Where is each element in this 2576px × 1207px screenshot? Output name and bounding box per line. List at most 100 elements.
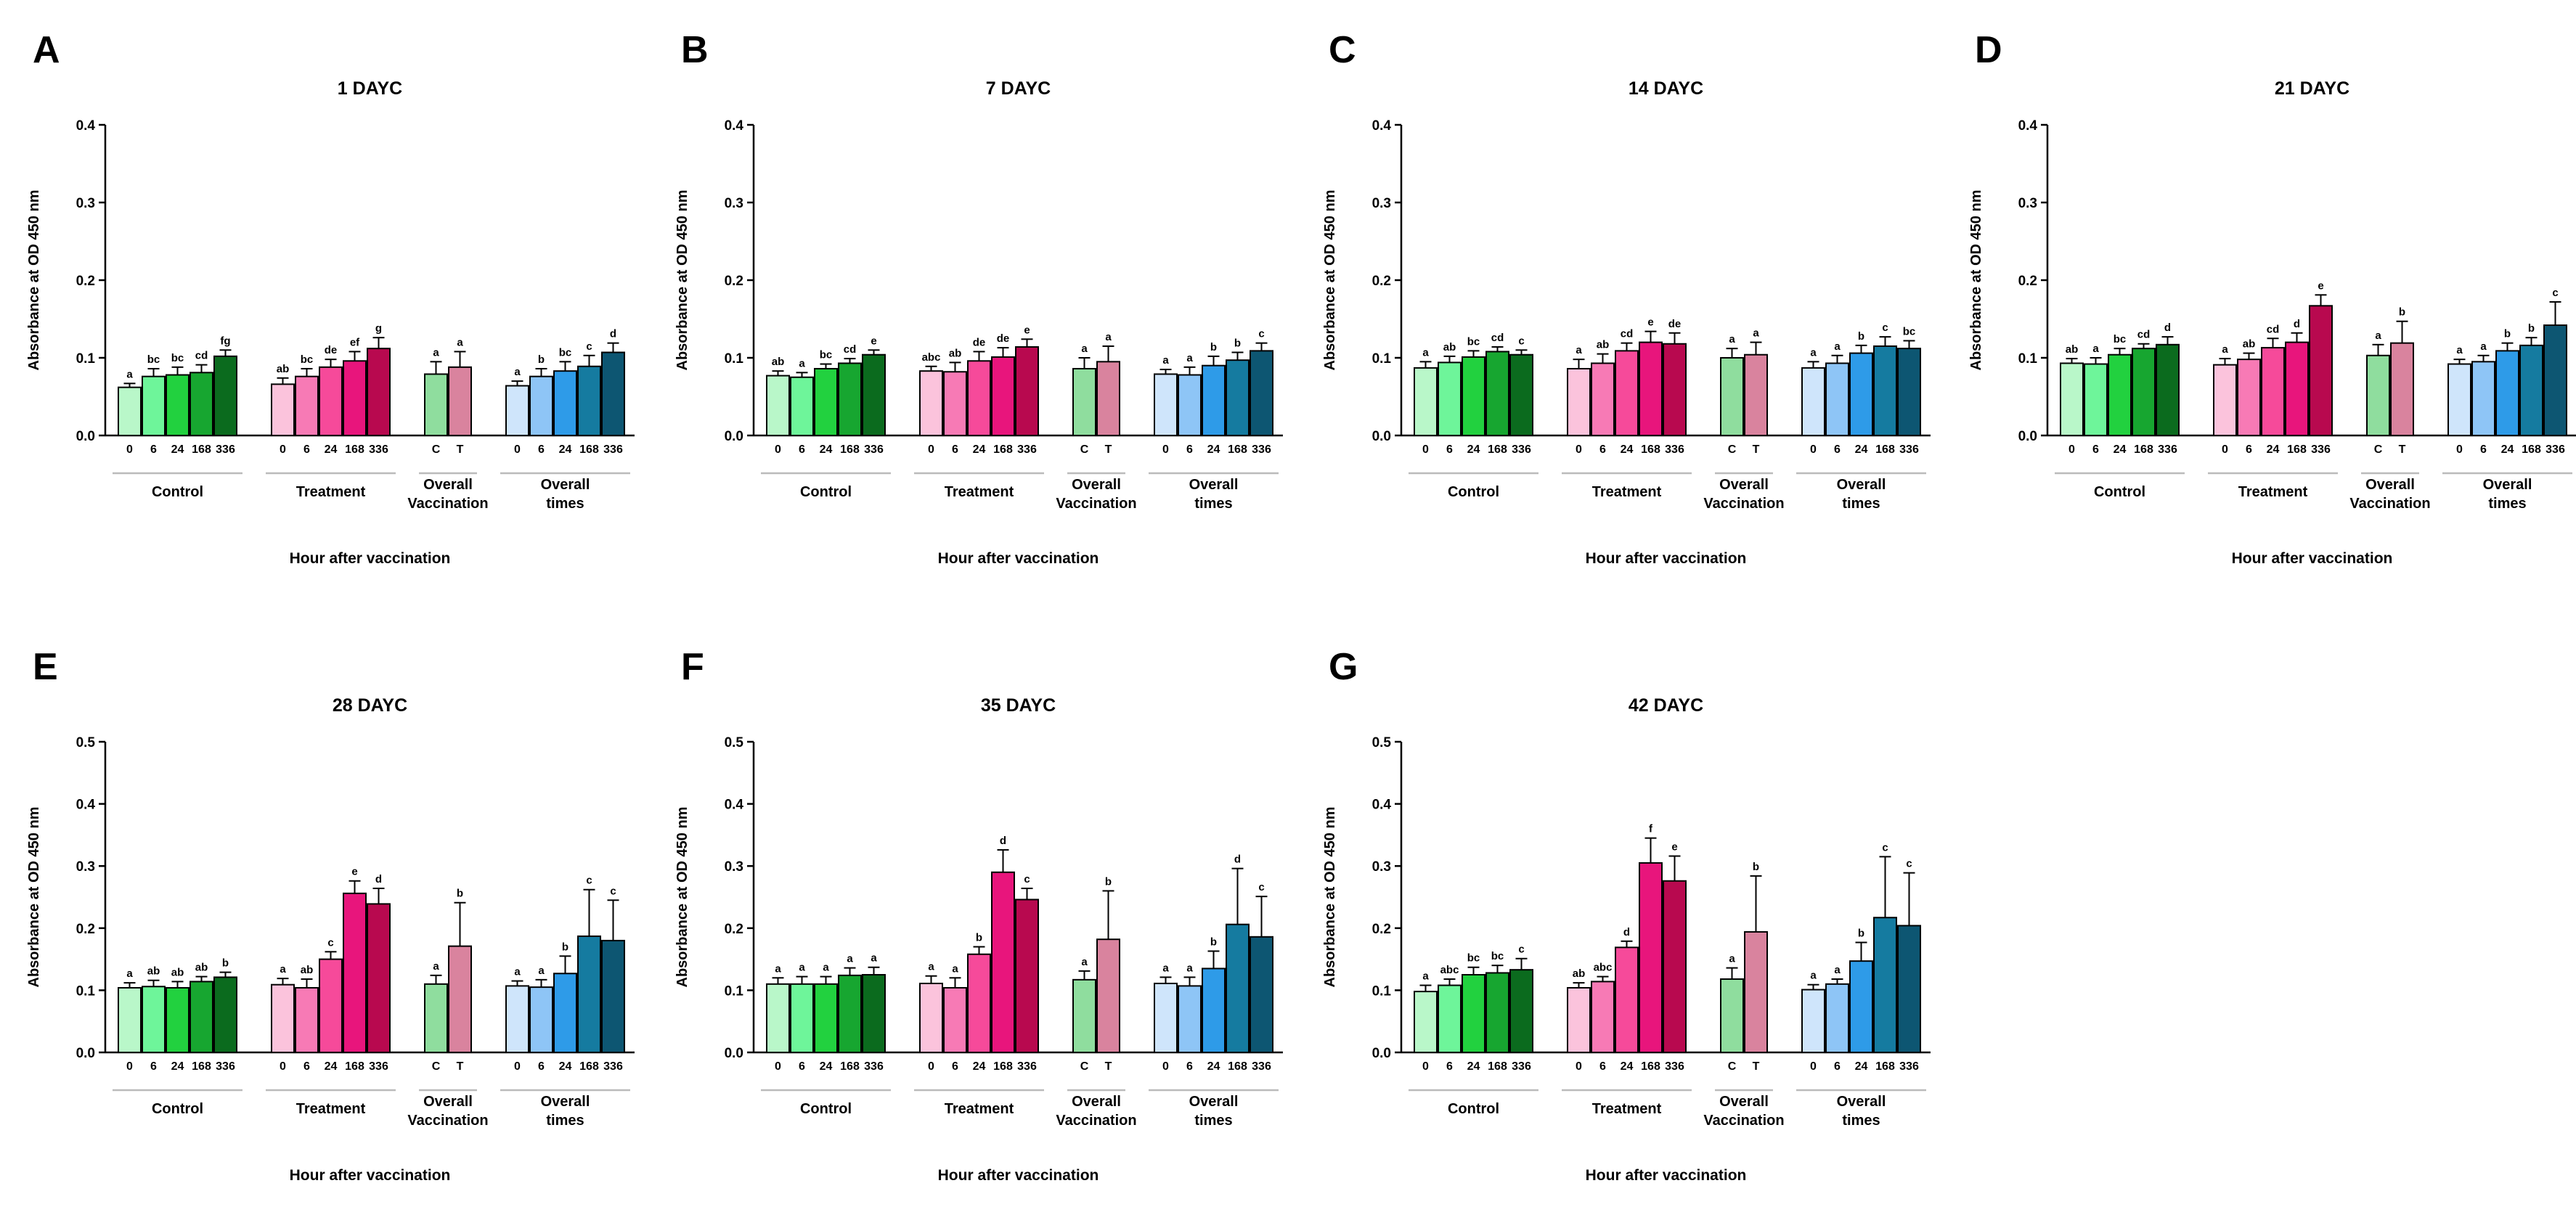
significance-letter: cd — [2267, 323, 2280, 335]
panel-title: 28 DAYC — [333, 695, 407, 716]
significance-letter: de — [973, 336, 986, 348]
bar — [189, 981, 213, 1054]
significance-letter: a — [1834, 964, 1841, 976]
x-tick-label: 6 — [1599, 443, 1606, 456]
x-tick-label: 336 — [1899, 1060, 1919, 1073]
x-tick-label: 24 — [2267, 443, 2280, 456]
y-tick-label: 0.1 — [1372, 983, 1392, 999]
x-tick-label: 0 — [1810, 1060, 1817, 1073]
significance-letter: d — [610, 328, 616, 340]
y-axis-title: Absorbance at OD 450 nm — [26, 190, 42, 371]
x-tick-label: 336 — [1899, 443, 1919, 456]
x-tick-label: C — [2374, 443, 2383, 456]
panel-title: 42 DAYC — [1629, 695, 1703, 716]
significance-letter: c — [327, 936, 333, 949]
bar — [2156, 343, 2180, 436]
significance-letter: a — [775, 962, 781, 975]
y-tick-label: 0.2 — [2018, 274, 2037, 289]
significance-letter: c — [586, 875, 592, 887]
bar — [1178, 374, 1202, 436]
x-tick-label: 24 — [325, 443, 338, 456]
panel-letter: E — [33, 646, 58, 688]
significance-letter: cd — [1491, 332, 1504, 344]
x-tick-label: 6 — [538, 443, 545, 456]
bar — [2495, 350, 2519, 436]
bar — [118, 986, 142, 1053]
significance-letter: de — [997, 332, 1010, 345]
bar — [1154, 982, 1178, 1054]
significance-letter: ab — [195, 962, 208, 974]
y-tick-label: 0.4 — [76, 798, 96, 813]
x-tick-label: 24 — [2501, 443, 2514, 456]
significance-letter: b — [976, 931, 982, 944]
significance-letter: d — [2294, 318, 2300, 330]
bar — [1615, 350, 1639, 436]
x-tick-label: 168 — [1641, 443, 1660, 456]
significance-letter: c — [1518, 944, 1524, 956]
y-tick-label: 0.1 — [2018, 351, 2038, 367]
significance-letter: ab — [2243, 338, 2256, 351]
x-tick-label: 6 — [1186, 1060, 1193, 1073]
x-tick-label: 168 — [1228, 443, 1247, 456]
bar — [1485, 972, 1509, 1054]
significance-letter: c — [1024, 873, 1030, 885]
significance-letter: ab — [1573, 967, 1586, 980]
significance-letter: abc — [922, 351, 941, 364]
significance-letter: a — [1081, 956, 1088, 968]
x-tick-label: 24 — [1855, 1060, 1868, 1073]
x-tick-label: C — [432, 443, 441, 456]
bar — [1897, 925, 1921, 1053]
significance-letter: a — [2375, 330, 2381, 342]
x-tick-label: 6 — [952, 443, 958, 456]
x-tick-label: 24 — [2114, 443, 2127, 456]
y-axis-title: Absorbance at OD 450 nm — [1968, 190, 1984, 371]
x-tick-label: 0 — [775, 443, 781, 456]
significance-letter: c — [2552, 287, 2558, 299]
significance-letter: a — [1186, 962, 1193, 974]
bar — [1250, 936, 1273, 1054]
bar — [1639, 862, 1663, 1054]
bar — [1663, 343, 1687, 436]
significance-letter: e — [1671, 841, 1677, 854]
group-label: Overall — [2365, 477, 2415, 493]
significance-letter: ef — [350, 336, 360, 348]
x-tick-label: 168 — [1875, 1060, 1895, 1073]
bar — [2366, 354, 2390, 437]
bar — [367, 348, 391, 436]
bar — [529, 986, 553, 1053]
x-tick-label: 0 — [2456, 443, 2463, 456]
x-tick-label: 24 — [1207, 1060, 1220, 1073]
y-tick-label: 0.1 — [725, 351, 744, 367]
x-tick-label: C — [1080, 443, 1089, 456]
bar — [1873, 345, 1897, 437]
bar — [319, 958, 343, 1053]
significance-letter: abc — [1594, 962, 1613, 974]
significance-letter: b — [1858, 330, 1864, 343]
x-tick-label: 6 — [2092, 443, 2099, 456]
bar — [295, 986, 319, 1053]
bar — [577, 365, 601, 436]
bar — [2132, 348, 2156, 436]
bar — [213, 976, 237, 1053]
significance-letter: bc — [301, 353, 314, 366]
x-tick-label: 24 — [820, 443, 833, 456]
significance-letter: ab — [949, 347, 962, 359]
y-tick-label: 0.0 — [76, 429, 95, 444]
bar — [1825, 362, 1849, 436]
bar — [1801, 989, 1825, 1053]
x-tick-label: 0 — [280, 443, 286, 456]
significance-letter: a — [871, 952, 877, 965]
x-tick-label: 0 — [1576, 443, 1582, 456]
bar — [1485, 351, 1509, 436]
group-label: Overall — [1837, 477, 1886, 493]
significance-letter: a — [2222, 343, 2228, 356]
y-axis-title: Absorbance at OD 450 nm — [1322, 190, 1338, 371]
x-tick-label: 6 — [150, 1060, 157, 1073]
significance-letter: cd — [2137, 329, 2151, 341]
group-label: Overall — [1072, 1094, 1121, 1110]
group-label: Treatment — [945, 1101, 1014, 1117]
significance-letter: c — [1906, 858, 1912, 870]
significance-letter: c — [586, 340, 592, 353]
significance-letter: b — [1234, 337, 1241, 350]
group-label: Vaccination — [407, 1113, 488, 1129]
